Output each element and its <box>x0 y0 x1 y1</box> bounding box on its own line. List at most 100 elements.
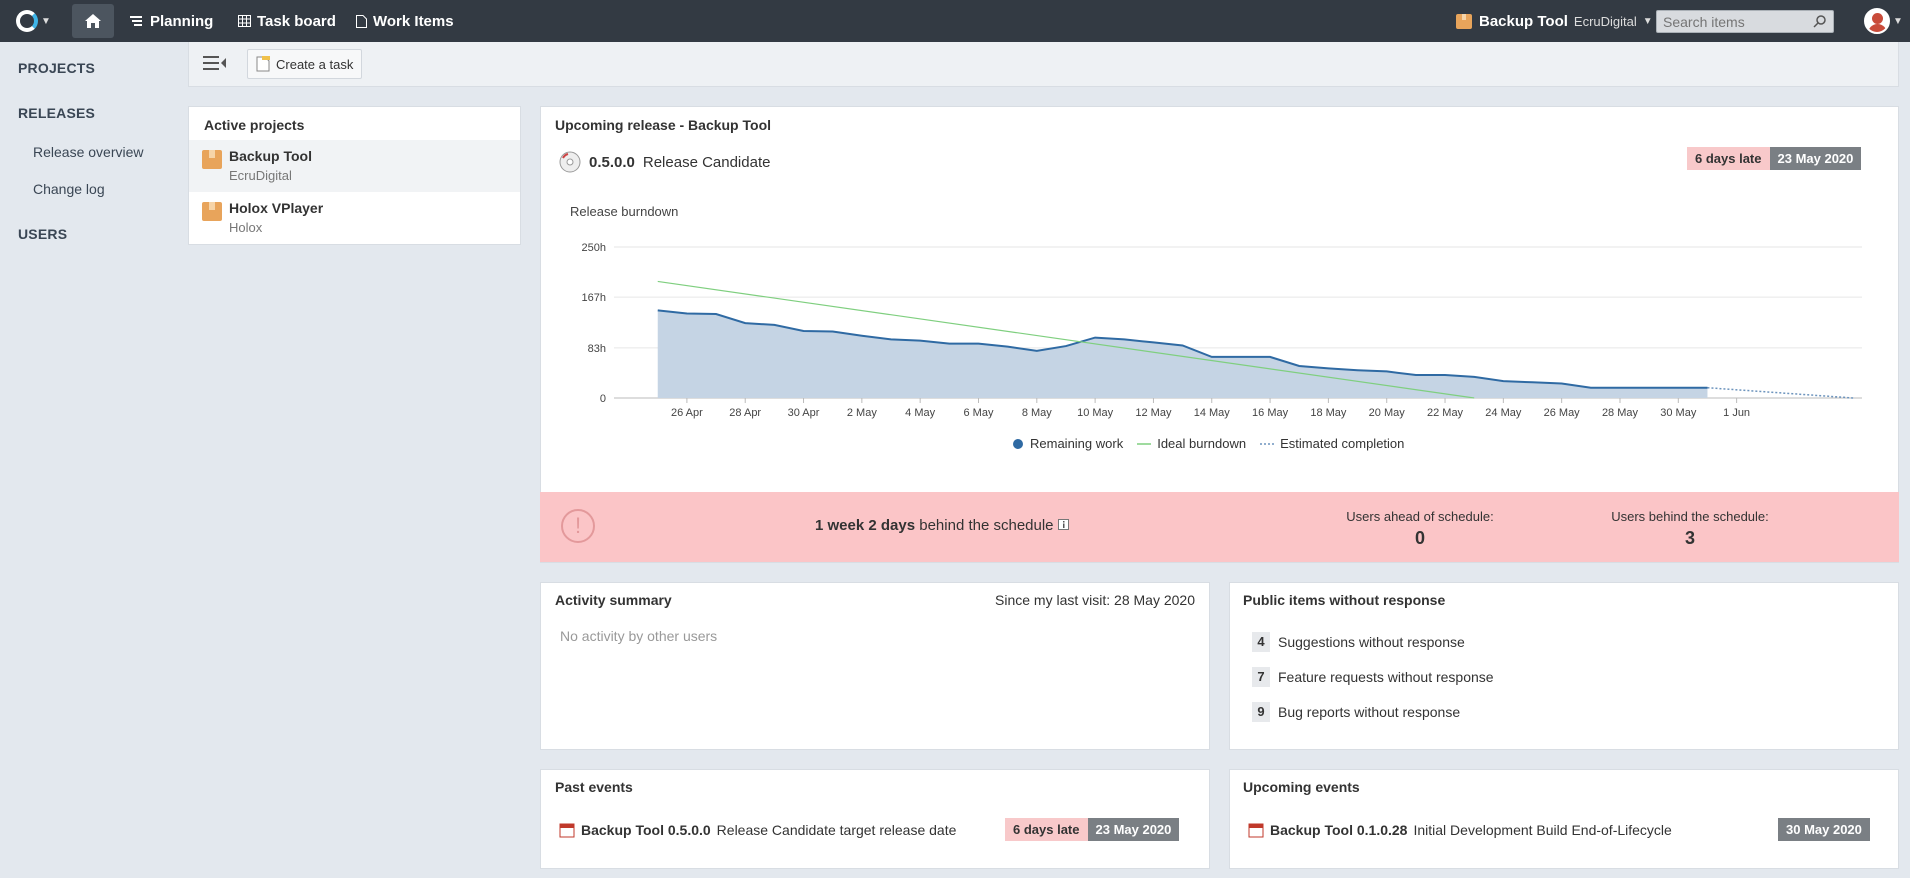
collapse-menu-icon[interactable] <box>203 52 227 74</box>
x-tick-label: 8 May <box>1022 407 1052 419</box>
event-description: Initial Development Build End-of-Lifecyc… <box>1413 822 1672 838</box>
project-switcher-name: Backup Tool <box>1479 12 1568 30</box>
legend-label: Estimated completion <box>1280 436 1405 451</box>
list-item[interactable]: 4 Suggestions without response <box>1252 632 1465 652</box>
x-tick-label: 14 May <box>1194 407 1231 419</box>
release-name[interactable]: 0.5.0.0 Release Candidate <box>559 151 770 173</box>
home-icon <box>85 14 101 28</box>
list-item[interactable]: 9 Bug reports without response <box>1252 702 1460 722</box>
item-count: 9 <box>1252 702 1270 722</box>
chart-title: Release burndown <box>570 204 678 219</box>
legend-ideal-burndown[interactable]: Ideal burndown <box>1137 436 1246 451</box>
sidebar-item-change-log[interactable]: Change log <box>33 181 105 197</box>
activity-summary-title: Activity summary <box>555 592 672 608</box>
home-button[interactable] <box>72 4 114 38</box>
calendar-icon <box>559 823 575 838</box>
remaining-work-area <box>657 310 1708 398</box>
x-tick-label: 6 May <box>964 407 994 419</box>
activity-since: Since my last visit: 28 May 2020 <box>995 592 1195 608</box>
y-tick-label: 167h <box>582 292 606 304</box>
nav-planning-label: Planning <box>150 12 214 30</box>
event-item[interactable]: Backup Tool 0.5.0.0 Release Candidate ta… <box>559 822 956 838</box>
project-box-icon <box>202 202 222 221</box>
create-task-label: Create a task <box>276 56 354 72</box>
sidebar-item-release-overview[interactable]: Release overview <box>33 144 144 160</box>
item-count: 7 <box>1252 667 1270 687</box>
chevron-down-icon: ▼ <box>41 15 51 27</box>
active-projects-title: Active projects <box>204 117 305 133</box>
late-badge: 6 days late <box>1687 147 1770 170</box>
project-switcher[interactable]: Backup Tool EcruDigital ▼ <box>1455 0 1653 42</box>
past-events-title: Past events <box>555 779 633 795</box>
avatar <box>1864 8 1890 34</box>
past-events-panel: Past events Backup Tool 0.5.0.0 Release … <box>540 769 1210 869</box>
x-tick-label: 24 May <box>1485 407 1522 419</box>
users-behind-stat: Users behind the schedule: 3 <box>1605 509 1775 549</box>
item-count: 4 <box>1252 632 1270 652</box>
date-badge: 23 May 2020 <box>1087 818 1180 841</box>
upcoming-release-title: Upcoming release - Backup Tool <box>555 117 772 133</box>
y-tick-label: 250h <box>582 242 606 254</box>
x-tick-label: 18 May <box>1310 407 1347 419</box>
event-title: Backup Tool 0.1.0.28 <box>1270 822 1408 838</box>
nav-task-board-label: Task board <box>257 12 336 30</box>
logo-icon <box>16 10 38 32</box>
app-logo-menu[interactable]: ▼ <box>16 8 56 34</box>
info-icon[interactable] <box>1057 519 1069 530</box>
event-title: Backup Tool 0.5.0.0 <box>581 822 711 838</box>
project-item[interactable]: Holox VPlayer Holox <box>189 192 520 244</box>
event-date-badges: 30 May 2020 <box>1778 818 1870 841</box>
burndown-chart: Release burndown 250h 167h 83h 0 26 Apr 28 A… <box>570 204 1862 419</box>
search-input[interactable] <box>1657 11 1807 32</box>
x-tick-label: 16 May <box>1252 407 1289 419</box>
new-task-icon <box>256 56 270 72</box>
ideal-burndown-line <box>657 280 1475 399</box>
chevron-down-icon: ▼ <box>1893 15 1903 27</box>
date-badge: 23 May 2020 <box>1769 147 1862 170</box>
calendar-icon <box>1248 823 1264 838</box>
project-box-icon <box>202 150 222 169</box>
x-tick-label: 28 May <box>1602 407 1639 419</box>
activity-empty: No activity by other users <box>560 628 718 644</box>
event-item[interactable]: Backup Tool 0.1.0.28 Initial Development… <box>1248 822 1672 838</box>
alert-icon: ! <box>561 509 595 543</box>
nav-work-items[interactable]: Work Items <box>356 0 454 42</box>
schedule-alert: ! 1 week 2 days behind the schedule User… <box>540 492 1899 562</box>
release-version: 0.5.0.0 <box>589 153 635 171</box>
date-badge: 30 May 2020 <box>1778 818 1870 841</box>
legend-remaining-work[interactable]: Remaining work <box>1012 436 1123 451</box>
event-date-badges: 6 days late 23 May 2020 <box>1005 818 1180 841</box>
nav-task-board[interactable]: Task board <box>238 0 336 42</box>
users-ahead-value: 0 <box>1414 528 1425 548</box>
release-disc-icon <box>559 151 581 173</box>
list-item[interactable]: 7 Feature requests without response <box>1252 667 1494 687</box>
estimated-completion-line <box>1707 386 1854 399</box>
legend-dot-icon <box>1013 438 1023 449</box>
user-menu[interactable]: ▼ <box>1864 8 1903 34</box>
sidebar-releases[interactable]: RELEASES <box>18 105 96 121</box>
item-label: Bug reports without response <box>1278 704 1461 720</box>
x-tick-label: 20 May <box>1369 407 1406 419</box>
project-item[interactable]: Backup Tool EcruDigital <box>189 140 520 192</box>
nav-work-items-label: Work Items <box>373 12 454 30</box>
legend-label: Remaining work <box>1030 436 1124 451</box>
schedule-delay: 1 week 2 days <box>815 517 916 534</box>
remaining-work-line <box>657 309 1708 389</box>
x-tick-label: 22 May <box>1427 407 1464 419</box>
search-icon[interactable] <box>1813 14 1827 28</box>
sidebar-projects[interactable]: PROJECTS <box>18 60 96 76</box>
legend-estimated-completion[interactable]: Estimated completion <box>1260 436 1404 451</box>
project-org: EcruDigital <box>229 168 292 183</box>
chevron-down-icon: ▼ <box>1642 15 1653 27</box>
x-tick-label: 30 May <box>1660 407 1697 419</box>
users-ahead-stat: Users ahead of schedule: 0 <box>1340 509 1500 549</box>
users-behind-label: Users behind the schedule: <box>1611 509 1769 524</box>
nav-planning[interactable]: Planning <box>130 0 213 42</box>
public-items-panel: Public items without response 4 Suggesti… <box>1229 582 1899 750</box>
sidebar-users[interactable]: USERS <box>18 226 68 242</box>
late-badge: 6 days late <box>1005 818 1088 841</box>
project-name: Backup Tool <box>229 148 312 164</box>
create-task-button[interactable]: Create a task <box>247 49 363 79</box>
work-items-icon <box>356 14 367 28</box>
x-tick-label: 12 May <box>1135 407 1172 419</box>
